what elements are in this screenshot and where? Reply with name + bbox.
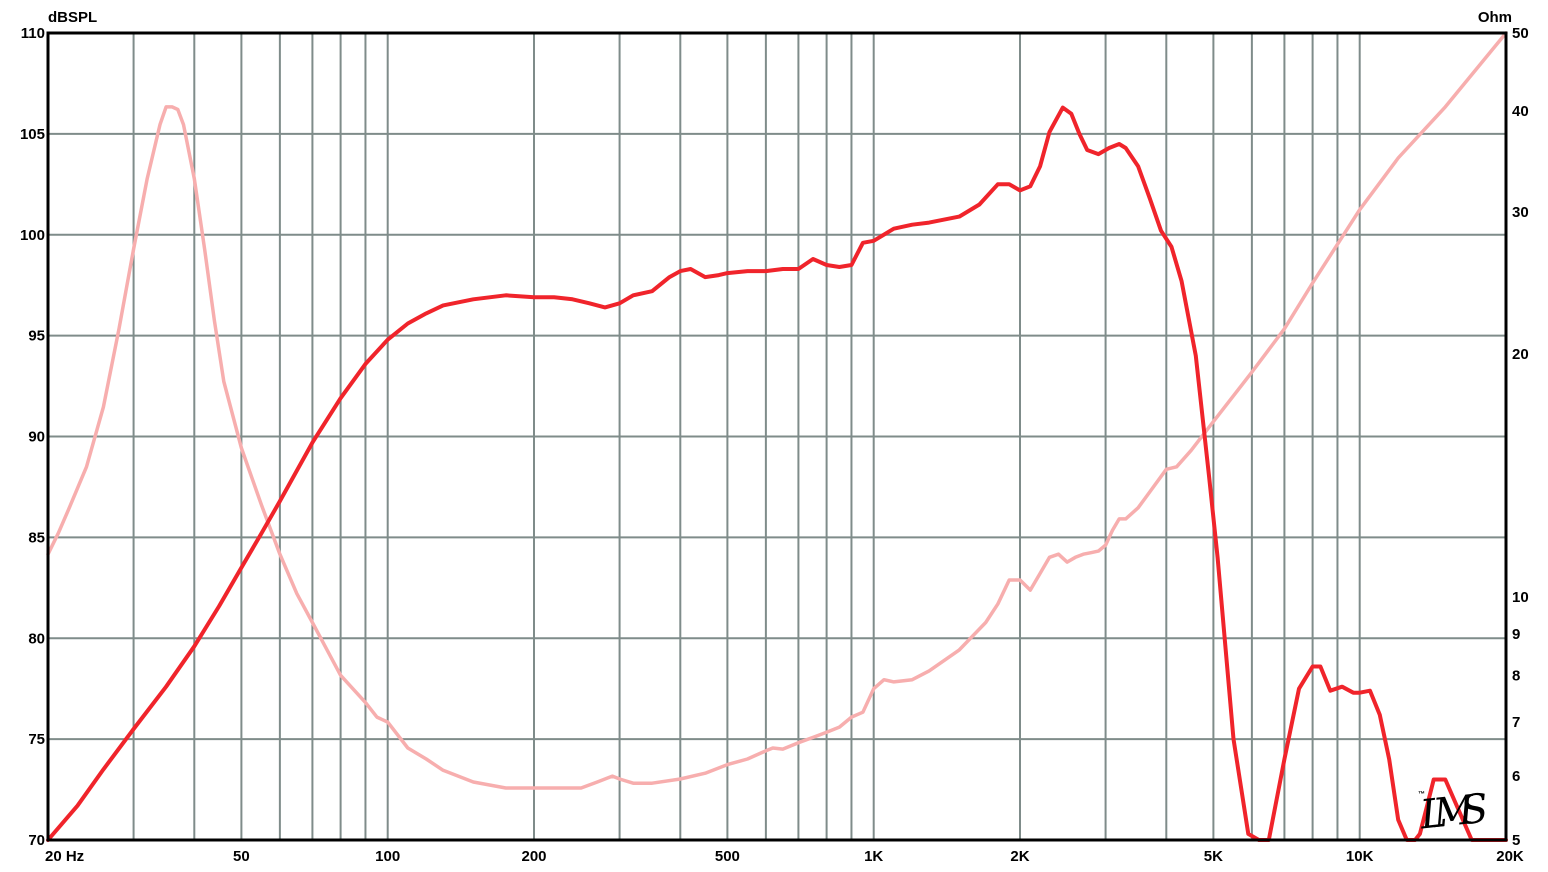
axis-labels: dBSPL Ohm 20 Hz 50 100 200 500 1K 2K 5K 10K 20K 11…: [20, 9, 1529, 865]
impedance-curve: [46, 31, 1508, 790]
right-tick-label: 50: [1512, 25, 1529, 42]
right-tick-label: 8: [1512, 667, 1520, 684]
lms-logo: LMS ™: [1417, 786, 1490, 839]
right-tick-label: 7: [1512, 714, 1520, 731]
grid-lines: [47, 32, 1507, 841]
left-tick-label: 95: [28, 328, 45, 345]
plot-frame: [46, 31, 1508, 842]
x-tick-label: 50: [233, 848, 250, 865]
left-tick-label: 85: [28, 529, 45, 546]
right-tick-label: 30: [1512, 204, 1529, 221]
right-tick-label: 10: [1512, 589, 1529, 606]
left-tick-label: 75: [28, 731, 45, 748]
right-axis-unit-label: Ohm: [1478, 9, 1512, 26]
left-tick-label: 70: [28, 832, 45, 849]
x-tick-label: 5K: [1204, 848, 1223, 865]
lms-logo-tm: ™: [1418, 791, 1425, 798]
spl-curve: [46, 105, 1508, 842]
x-tick-label: 20 Hz: [45, 848, 84, 865]
x-tick-label: 1K: [864, 848, 883, 865]
right-tick-label: 5: [1512, 832, 1520, 849]
left-tick-label: 110: [21, 25, 45, 42]
left-tick-label: 105: [20, 126, 45, 143]
x-tick-label: 100: [375, 848, 400, 865]
x-tick-label: 500: [715, 848, 740, 865]
right-tick-label: 9: [1512, 626, 1520, 643]
left-tick-label: 100: [20, 227, 45, 244]
x-tick-label: 10K: [1346, 848, 1374, 865]
left-tick-label: 90: [28, 429, 45, 446]
plot-series: [46, 31, 1508, 842]
right-tick-label: 40: [1512, 103, 1529, 120]
left-tick-label: 80: [28, 630, 45, 647]
right-tick-label: 6: [1512, 768, 1520, 785]
x-tick-label: 2K: [1010, 848, 1029, 865]
right-tick-label: 20: [1512, 346, 1529, 363]
x-tick-label: 20K: [1496, 848, 1524, 865]
left-axis-unit-label: dBSPL: [48, 9, 97, 26]
lms-logo-text: LMS: [1417, 786, 1490, 839]
x-tick-label: 200: [521, 848, 546, 865]
